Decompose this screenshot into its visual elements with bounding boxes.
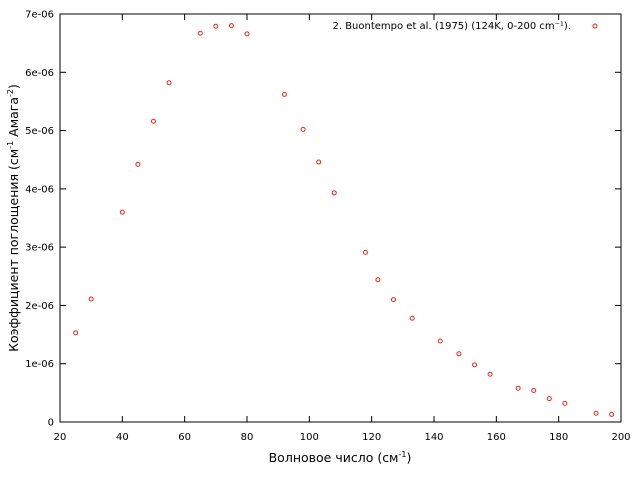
data-point (472, 362, 478, 368)
y-tick-label: 0 (48, 418, 54, 429)
x-tick-label: 120 (362, 432, 381, 443)
data-point (409, 315, 415, 321)
data-point (531, 388, 537, 394)
legend-marker (592, 23, 598, 29)
data-point (151, 118, 156, 124)
y-tick-label: 2e-06 (25, 301, 54, 312)
data-point (331, 190, 337, 196)
data-point (437, 338, 443, 344)
y-tick-label: 5e-06 (25, 126, 54, 137)
data-point (119, 209, 125, 215)
data-point (228, 23, 234, 29)
x-axis-title: Волновое число (см-1) (269, 450, 412, 465)
data-point (166, 80, 172, 86)
legend-label: 2. Buontempo et al. (1975) (124K, 0-200 … (332, 21, 571, 32)
axis-tick-labels: 20 40 60 80 100 120 140 160 180 200 0 1e-06 2e-06 3e-… (25, 10, 630, 444)
x-tick-label: 180 (549, 432, 568, 443)
data-point (487, 371, 493, 377)
data-point (213, 23, 219, 29)
data-point (375, 277, 381, 283)
data-point (562, 400, 568, 406)
x-tick-label: 40 (116, 432, 129, 443)
x-tick-label: 200 (611, 432, 630, 443)
x-tick-label: 140 (424, 432, 443, 443)
data-point (546, 396, 552, 402)
y-tick-label: 3e-06 (25, 243, 54, 254)
data-point (515, 385, 521, 391)
y-tick-label: 7e-06 (25, 10, 54, 21)
data-point (593, 410, 599, 416)
data-point (244, 31, 250, 37)
data-point (135, 161, 141, 167)
axis-ticks (59, 13, 622, 423)
x-tick-label: 160 (487, 432, 506, 443)
data-point (73, 330, 79, 336)
data-points (73, 23, 615, 417)
data-point (316, 159, 322, 165)
x-tick-label: 60 (178, 432, 191, 443)
x-tick-label: 20 (54, 432, 67, 443)
data-point (390, 297, 396, 303)
data-point (88, 296, 94, 302)
x-tick-label: 80 (241, 432, 254, 443)
data-point (281, 91, 287, 97)
data-point (609, 411, 615, 417)
data-point (456, 351, 462, 357)
data-point (362, 249, 368, 255)
data-point (300, 126, 306, 132)
legend: 2. Buontempo et al. (1975) (124K, 0-200 … (332, 21, 598, 32)
y-tick-label: 6e-06 (25, 68, 54, 79)
y-axis-title: Коэффициент поглощения (см-1 Амага-2) (6, 84, 21, 352)
x-tick-label: 100 (300, 432, 319, 443)
y-tick-label: 1e-06 (25, 359, 54, 370)
data-point (197, 30, 203, 36)
plot-frame (59, 13, 622, 423)
y-tick-label: 4e-06 (25, 184, 54, 195)
